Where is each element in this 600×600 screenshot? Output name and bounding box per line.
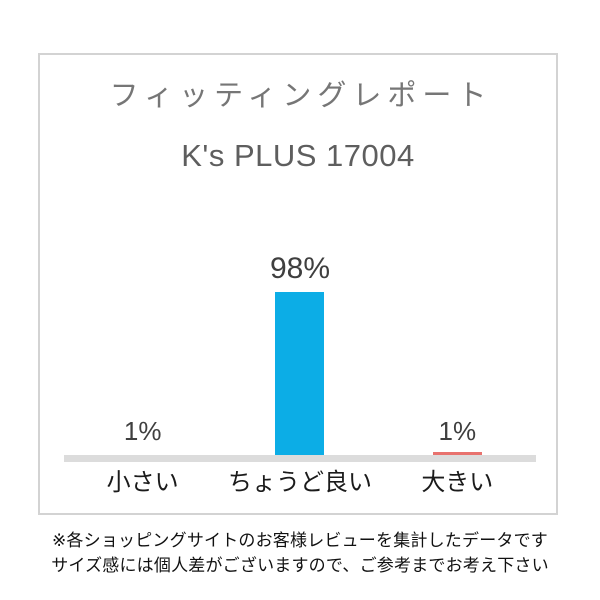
fit-distribution-bar-chart: 1% 98% 1% 小さい ちょうど良い 大きい: [64, 210, 536, 498]
chart-baseline-axis: [64, 455, 536, 462]
footnote-disclaimer: ※各ショッピングサイトのお客様レビューを集計したデータです サイズ感には個人差が…: [0, 528, 600, 578]
bar-value-label-large: 1%: [438, 416, 477, 446]
bar-value-label-small: 1%: [123, 416, 162, 446]
page-title: フィッティングレポート: [109, 80, 493, 112]
category-label-just-right: ちょうど良い: [227, 469, 372, 496]
chart-category-axis-labels: 小さい ちょうど良い 大きい: [64, 468, 536, 498]
bar-value-label-just-right: 98%: [269, 252, 331, 285]
fitting-report-card: フィッティングレポート K's PLUS 17004 1% 98% 1%: [38, 53, 558, 515]
bar-column-small: 1%: [64, 210, 221, 455]
category-label-large: 大きい: [421, 469, 494, 496]
bar-just-right: [275, 292, 325, 455]
category-label-small: 小さい: [106, 469, 179, 496]
bar-large: [432, 452, 482, 455]
bar-column-just-right: 98%: [221, 210, 378, 455]
product-name-subtitle: K's PLUS 17004: [181, 138, 415, 173]
chart-plot-area: 1% 98% 1%: [64, 210, 536, 455]
bar-column-large: 1%: [379, 210, 536, 455]
footnote-line-1: ※各ショッピングサイトのお客様レビューを集計したデータです: [51, 531, 549, 550]
footnote-line-2: サイズ感には個人差がございますので、ご参考までお考え下さい: [51, 556, 549, 575]
